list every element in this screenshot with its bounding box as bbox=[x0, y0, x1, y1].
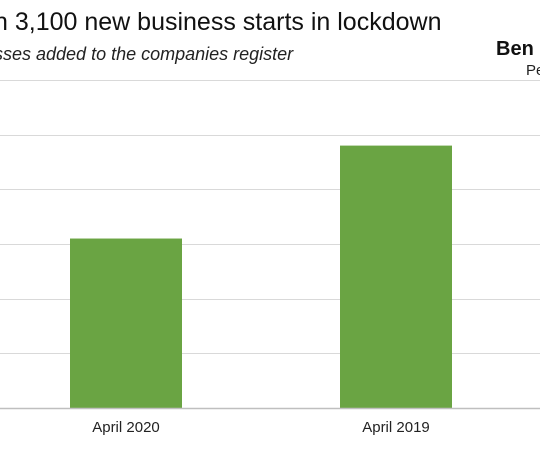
x-tick-label: April 2019 bbox=[362, 419, 430, 436]
x-tick-labels: April 2020 April 2019 bbox=[92, 419, 430, 436]
logo-text-line2: Pe bbox=[526, 62, 540, 79]
brand-logo: Ben Pe bbox=[496, 38, 540, 82]
bars bbox=[70, 145, 452, 408]
chart-subtitle: sses added to the companies register bbox=[0, 44, 294, 64]
chart-title: n 3,100 new business starts in lockdown bbox=[0, 8, 442, 36]
logo-text-line1: Ben bbox=[496, 38, 534, 60]
x-tick-label: April 2020 bbox=[92, 419, 160, 436]
bar-april-2019 bbox=[340, 145, 452, 408]
bar-april-2020 bbox=[70, 238, 182, 408]
